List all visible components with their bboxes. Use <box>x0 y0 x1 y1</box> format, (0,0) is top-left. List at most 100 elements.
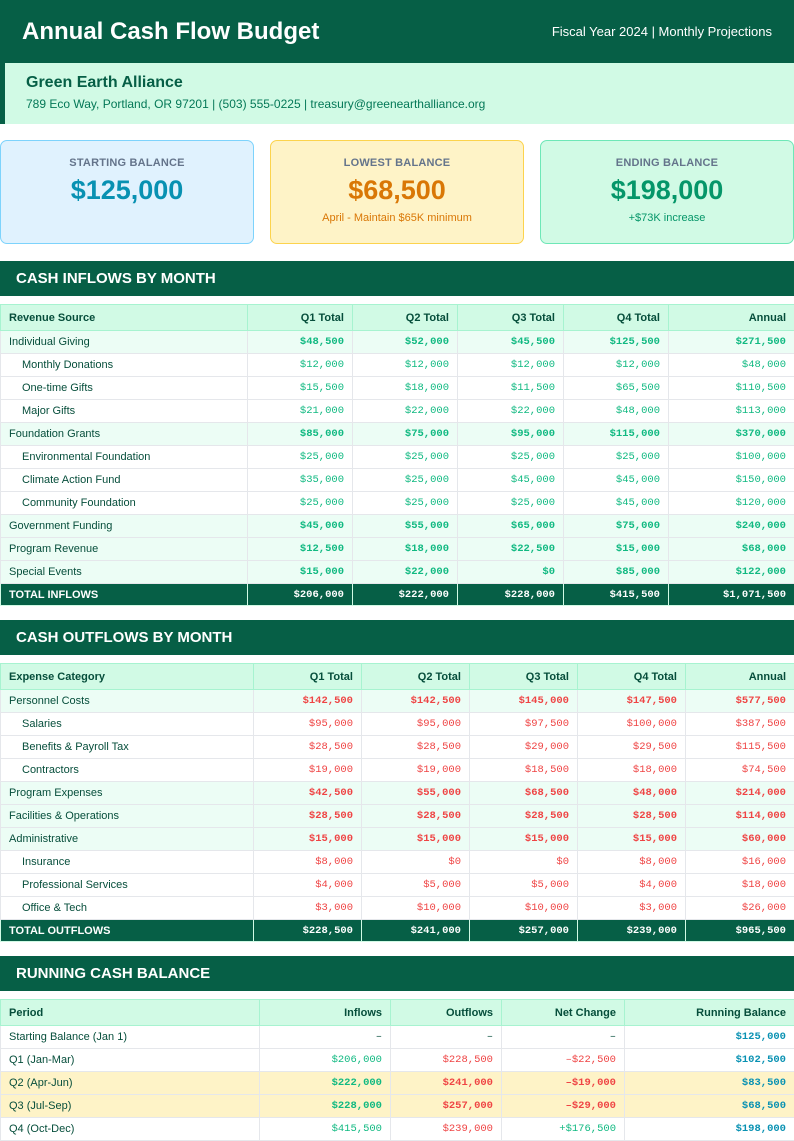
cell-value: $28,500 <box>362 736 470 759</box>
column-header: Revenue Source <box>1 305 248 331</box>
column-header: Expense Category <box>1 664 254 690</box>
cell-value: $10,000 <box>470 897 578 920</box>
row-label: Q4 (Oct-Dec) <box>1 1118 260 1141</box>
cell-value: $48,000 <box>578 782 686 805</box>
page-subtitle: Fiscal Year 2024 | Monthly Projections <box>552 24 772 39</box>
cell-value: $214,000 <box>686 782 794 805</box>
cell-value: – <box>391 1026 502 1049</box>
running-balance-section-title: RUNNING CASH BALANCE <box>0 956 794 991</box>
row-label: One-time Gifts <box>1 377 248 400</box>
cell-value: $110,500 <box>669 377 794 400</box>
cell-value: $15,500 <box>248 377 353 400</box>
cell-value: $60,000 <box>686 828 794 851</box>
cell-value: $21,000 <box>248 400 353 423</box>
column-header: Q1 Total <box>248 305 353 331</box>
cell-value: $19,000 <box>254 759 362 782</box>
card-value: $198,000 <box>541 175 793 206</box>
cell-value: $0 <box>362 851 470 874</box>
table-row: Office & Tech$3,000$10,000$10,000$3,000$… <box>1 897 794 920</box>
cell-value: $15,000 <box>362 828 470 851</box>
cell-value: $68,500 <box>625 1095 794 1118</box>
cell-value: $120,000 <box>669 492 794 515</box>
column-header: Inflows <box>260 1000 391 1026</box>
cell-value: $45,000 <box>564 469 669 492</box>
table-row: Insurance$8,000$0$0$8,000$16,000 <box>1 851 794 874</box>
cell-value: $29,500 <box>578 736 686 759</box>
table-row: Q4 (Oct-Dec)$415,500$239,000+$176,500$19… <box>1 1118 794 1141</box>
cell-value: $150,000 <box>669 469 794 492</box>
row-label: Contractors <box>1 759 254 782</box>
cell-value: $16,000 <box>686 851 794 874</box>
cell-value: $965,500 <box>686 920 794 942</box>
cell-value: $3,000 <box>578 897 686 920</box>
cell-value: $68,000 <box>669 538 794 561</box>
cell-value: $55,000 <box>362 782 470 805</box>
cell-value: $8,000 <box>578 851 686 874</box>
page-title: Annual Cash Flow Budget <box>22 18 319 46</box>
row-label: Environmental Foundation <box>1 446 248 469</box>
row-label: Personnel Costs <box>1 690 254 713</box>
cell-value: $25,000 <box>353 469 458 492</box>
table-row: Community Foundation$25,000$25,000$25,00… <box>1 492 794 515</box>
cell-value: $240,000 <box>669 515 794 538</box>
table-row: Q1 (Jan-Mar)$206,000$228,500–$22,500$102… <box>1 1049 794 1072</box>
cell-value: $257,000 <box>391 1095 502 1118</box>
table-row: One-time Gifts$15,500$18,000$11,500$65,5… <box>1 377 794 400</box>
row-label: Office & Tech <box>1 897 254 920</box>
cell-value: $114,000 <box>686 805 794 828</box>
cell-value: $28,500 <box>254 736 362 759</box>
cell-value: $45,500 <box>458 331 564 354</box>
cell-value: $100,000 <box>669 446 794 469</box>
column-header: Q4 Total <box>578 664 686 690</box>
cell-value: $122,000 <box>669 561 794 584</box>
cell-value: $8,000 <box>254 851 362 874</box>
cell-value: $28,500 <box>578 805 686 828</box>
column-header: Period <box>1 1000 260 1026</box>
table-row: Contractors$19,000$19,000$18,500$18,000$… <box>1 759 794 782</box>
cell-value: $18,000 <box>578 759 686 782</box>
column-header: Annual <box>669 305 794 331</box>
cell-value: $12,000 <box>353 354 458 377</box>
cell-value: $198,000 <box>625 1118 794 1141</box>
cell-value: $125,000 <box>625 1026 794 1049</box>
table-row: Program Expenses$42,500$55,000$68,500$48… <box>1 782 794 805</box>
cell-value: $4,000 <box>578 874 686 897</box>
column-header: Running Balance <box>625 1000 794 1026</box>
cell-value: $102,500 <box>625 1049 794 1072</box>
cell-value: $22,000 <box>353 400 458 423</box>
table-row: Climate Action Fund$35,000$25,000$45,000… <box>1 469 794 492</box>
cell-value: $25,000 <box>353 446 458 469</box>
row-label: Special Events <box>1 561 248 584</box>
cell-value: $45,000 <box>248 515 353 538</box>
cell-value: $15,000 <box>564 538 669 561</box>
card-label: LOWEST BALANCE <box>271 157 523 169</box>
cell-value: $15,000 <box>470 828 578 851</box>
cell-value: $74,500 <box>686 759 794 782</box>
cell-value: $228,500 <box>254 920 362 942</box>
row-label: Individual Giving <box>1 331 248 354</box>
row-label: Foundation Grants <box>1 423 248 446</box>
row-label: Starting Balance (Jan 1) <box>1 1026 260 1049</box>
cell-value: $15,000 <box>578 828 686 851</box>
row-label: Program Expenses <box>1 782 254 805</box>
cell-value: $97,500 <box>470 713 578 736</box>
cell-value: $415,500 <box>260 1118 391 1141</box>
cell-value: $42,500 <box>254 782 362 805</box>
cell-value: $25,000 <box>458 446 564 469</box>
cell-value: $25,000 <box>564 446 669 469</box>
cell-value: $100,000 <box>578 713 686 736</box>
summary-cards: STARTING BALANCE $125,000 LOWEST BALANCE… <box>0 140 794 244</box>
cell-value: $3,000 <box>254 897 362 920</box>
cell-value: $28,500 <box>254 805 362 828</box>
cell-value: $28,500 <box>362 805 470 828</box>
cell-value: $48,000 <box>669 354 794 377</box>
cell-value: $22,000 <box>353 561 458 584</box>
cell-value: $370,000 <box>669 423 794 446</box>
cell-value: $85,000 <box>248 423 353 446</box>
row-label: Professional Services <box>1 874 254 897</box>
cell-value: $75,000 <box>353 423 458 446</box>
